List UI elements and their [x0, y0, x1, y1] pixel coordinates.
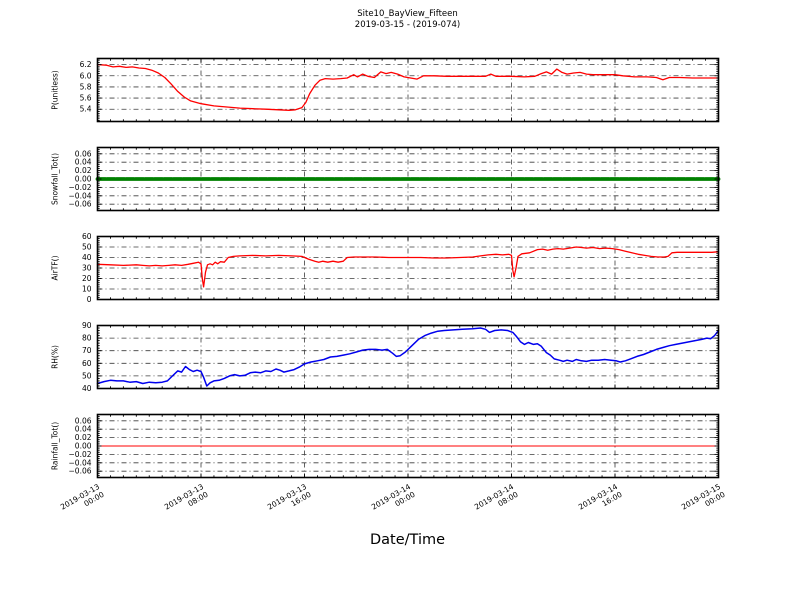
- y-tick-label: 0.04: [75, 425, 92, 434]
- y-tick-label: 6.0: [80, 71, 92, 80]
- y-tick-label: 60: [82, 232, 92, 241]
- y-tick-label: 50: [82, 243, 92, 252]
- x-tick-label: 2019-03-13 08:00: [162, 482, 210, 512]
- series-p-unitless: [96, 63, 720, 111]
- y-tick-label: 40: [82, 384, 92, 393]
- y-axis-label-rainfall-tot: Rainfall_Tot(): [51, 422, 60, 470]
- axis-ticks: [97, 325, 719, 389]
- y-axis-label-rh: RH(%): [51, 345, 60, 369]
- y-tick-label: 0.02: [75, 433, 92, 442]
- y-tick-label: 5.4: [80, 105, 92, 114]
- y-axis-label-snowfall-tot: Snowfall_Tot(): [51, 153, 60, 205]
- x-tick-label: 2019-03-14 16:00: [576, 482, 624, 512]
- figure-title: Site10_BayView_Fifteen 2019-03-15 - (201…: [97, 9, 718, 32]
- subplot-snowfall-tot: 0.060.040.020.00−0.02−0.04−0.06 Snowfall_…: [51, 146, 721, 212]
- y-tick-label: −0.04: [69, 458, 92, 467]
- grid: [97, 325, 719, 389]
- y-tick-label: −0.04: [69, 191, 92, 200]
- y-tick-label: 6.2: [80, 60, 92, 69]
- x-tick-label: 2019-03-15 00:00: [680, 482, 727, 512]
- grid: [97, 236, 719, 300]
- y-axis-label-airtf: AirTF(): [51, 255, 60, 280]
- x-tick-label: 2019-03-14 00:00: [369, 482, 417, 512]
- axis-ticks: [97, 414, 719, 478]
- y-tick-label: 0: [87, 295, 92, 304]
- y-tick-label: 50: [82, 371, 92, 380]
- y-tick-label: 0.06: [75, 416, 92, 425]
- y-tick-label: 20: [82, 274, 92, 283]
- y-tick-label: −0.02: [69, 183, 92, 192]
- y-tick-label: −0.02: [69, 450, 92, 459]
- axis-ticks: [97, 147, 719, 211]
- subplot-rainfall-tot: 0.060.040.020.00−0.02−0.04−0.06 Rainfall_…: [51, 413, 720, 479]
- title-line-2: 2019-03-15 - (2019-074): [354, 20, 461, 31]
- y-tick-label: 90: [82, 321, 92, 330]
- y-tick-label: −0.06: [69, 467, 92, 476]
- axes-spines: [96, 57, 720, 123]
- series-rh: [96, 327, 720, 387]
- y-tick-label: 0.06: [75, 149, 92, 158]
- subplot-rh: 40 50 60 70 80 90 RH(%): [51, 321, 720, 393]
- subplot-p-unitless: 5.4 5.6 5.8 6.0 6.2 P(unitless): [51, 57, 720, 123]
- y-tick-label: 5.6: [80, 94, 92, 103]
- y-tick-label: 10: [82, 285, 92, 294]
- y-tick-label: 0.02: [75, 166, 92, 175]
- grid: [97, 58, 719, 122]
- axis-ticks: [97, 58, 719, 122]
- y-tick-label: 30: [82, 264, 92, 273]
- y-tick-label: −0.06: [69, 200, 92, 209]
- y-tick-label: 70: [82, 346, 92, 355]
- x-tick-label: 2019-03-14 08:00: [473, 482, 520, 512]
- x-tick-label: 2019-03-13 00:00: [59, 482, 106, 512]
- y-tick-label: 0.00: [75, 175, 92, 184]
- axes-spines: [96, 324, 720, 390]
- x-tick-label: 2019-03-13 16:00: [266, 482, 313, 512]
- y-tick-label: 80: [82, 334, 92, 343]
- title-line-1: Site10_BayView_Fifteen: [357, 9, 458, 19]
- y-tick-label: 5.8: [80, 82, 92, 91]
- y-axis-label-p-unitless: P(unitless): [51, 70, 60, 109]
- y-tick-label: 40: [82, 253, 92, 262]
- y-tick-label: 0.00: [75, 442, 92, 451]
- series-airtf: [96, 246, 720, 288]
- y-tick-label: 0.04: [75, 158, 92, 167]
- x-axis-label: Date/Time: [369, 532, 446, 548]
- y-tick-label: 60: [82, 359, 92, 368]
- axis-ticks: [97, 236, 719, 300]
- axes-spines: [96, 235, 720, 301]
